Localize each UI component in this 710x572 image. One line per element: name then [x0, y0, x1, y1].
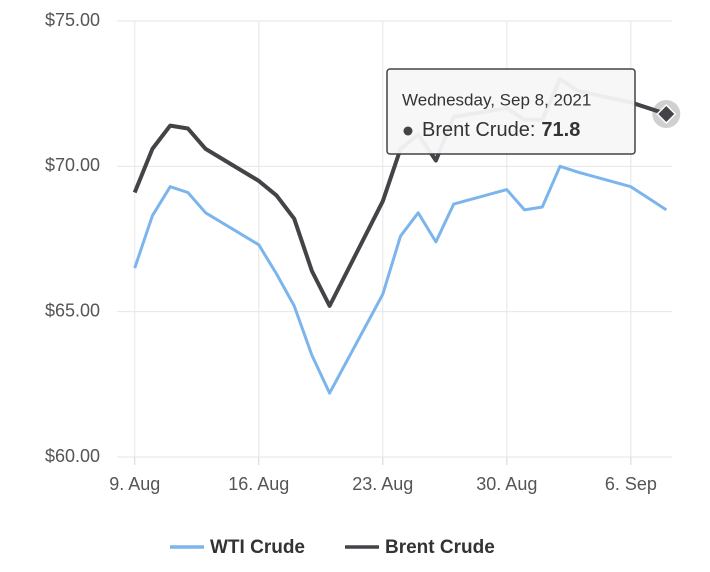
- tooltip-header: Wednesday, Sep 8, 2021: [402, 90, 591, 109]
- tooltip-label: Brent Crude:: [422, 119, 535, 141]
- legend-label[interactable]: WTI Crude: [210, 537, 305, 558]
- tooltip-dot: [403, 126, 413, 136]
- y-tick-label: $75.00: [45, 10, 100, 30]
- x-tick-label: 16. Aug: [228, 474, 289, 494]
- x-tick-label: 30. Aug: [476, 474, 537, 494]
- x-tick-label: 23. Aug: [352, 474, 413, 494]
- legend-label[interactable]: Brent Crude: [385, 537, 495, 558]
- hover-marker: [656, 103, 677, 125]
- y-tick-label: $60.00: [45, 446, 100, 466]
- tooltip: Wednesday, Sep 8, 2021 Brent Crude: 71.8: [386, 68, 636, 155]
- series-line: [133, 164, 668, 395]
- x-tick-label: 9. Aug: [109, 474, 160, 494]
- y-tick-label: $70.00: [45, 155, 100, 175]
- tooltip-line: Brent Crude: 71.8: [422, 119, 580, 141]
- y-tick-label: $65.00: [45, 300, 100, 320]
- tooltip-value: 71.8: [541, 119, 580, 141]
- tooltip-box: [386, 68, 636, 155]
- x-tick-label: 6. Sep: [605, 474, 657, 494]
